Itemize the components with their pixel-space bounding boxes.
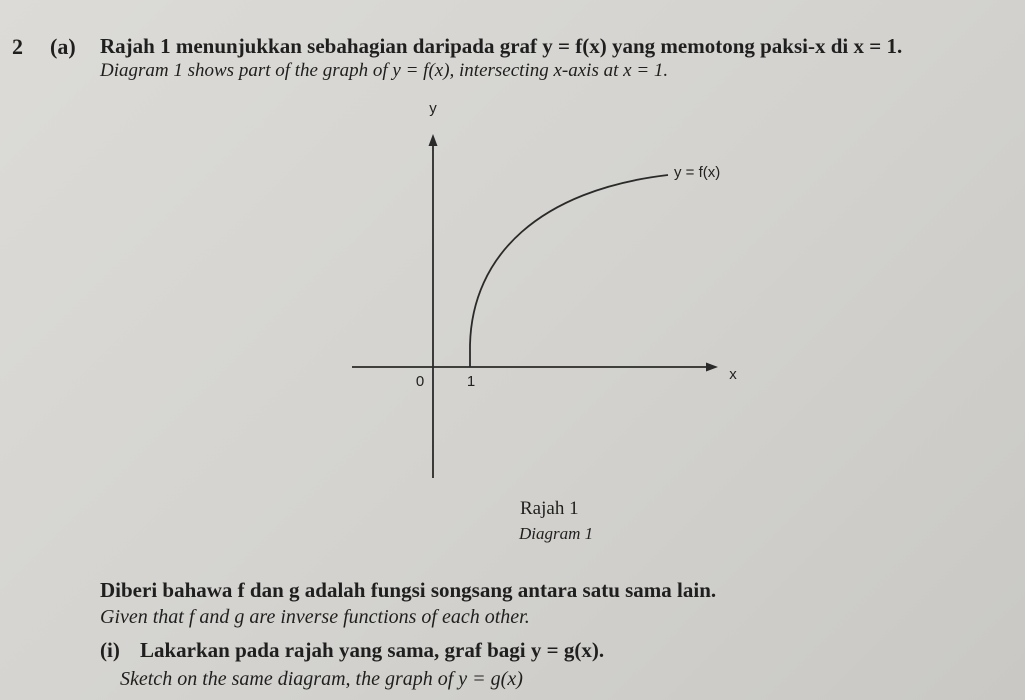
subquestion-number: (i) <box>100 638 120 662</box>
origin-label: 0 <box>416 373 424 390</box>
malay-intro: Rajah 1 menunjukkan sebahagian daripada … <box>100 34 903 58</box>
x-tick-label: 1 <box>467 373 475 390</box>
curve <box>469 174 669 367</box>
subquestion-malay: Lakarkan pada rajah yang sama, graf bagi… <box>140 638 605 662</box>
given-malay: Diberi bahawa f dan g adalah fungsi song… <box>100 578 717 602</box>
curve-label: y = f(x) <box>674 164 720 181</box>
y-axis-label: y <box>429 100 437 117</box>
x-axis-label: x <box>729 366 737 383</box>
part-label: (a) <box>50 34 76 59</box>
caption-malay: Rajah 1 <box>520 498 579 519</box>
y-arrow <box>428 134 438 146</box>
caption-english: Diagram 1 <box>519 524 594 543</box>
given-english: Given that f and g are inverse functions… <box>100 606 530 628</box>
english-intro: Diagram 1 shows part of the graph of y =… <box>100 60 669 81</box>
subquestion-english: Sketch on the same diagram, the graph of… <box>120 668 523 690</box>
x-arrow <box>706 362 718 372</box>
question-number: 2 <box>12 34 23 59</box>
